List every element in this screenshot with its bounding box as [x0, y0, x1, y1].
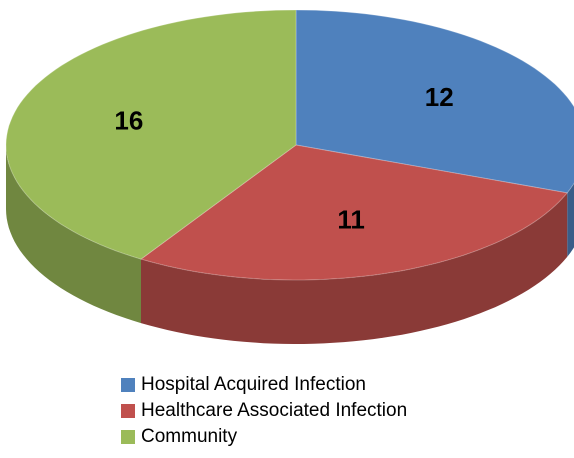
legend-swatch: [121, 404, 135, 418]
legend-label: Hospital Acquired Infection: [141, 374, 366, 395]
legend-swatch: [121, 430, 135, 444]
value-label: 12: [425, 82, 454, 112]
slice: [295, 9, 574, 194]
slice-side: [567, 183, 574, 257]
value-label: 11: [337, 205, 365, 235]
value-label: 16: [114, 105, 143, 135]
legend-label: Healthcare Associated Infection: [141, 400, 407, 421]
legend-label: Community: [141, 426, 238, 447]
slice-side: [141, 192, 568, 344]
slice-side: [6, 145, 141, 324]
slice: [139, 144, 569, 281]
legend-swatch: [121, 378, 135, 392]
slice: [5, 9, 297, 260]
